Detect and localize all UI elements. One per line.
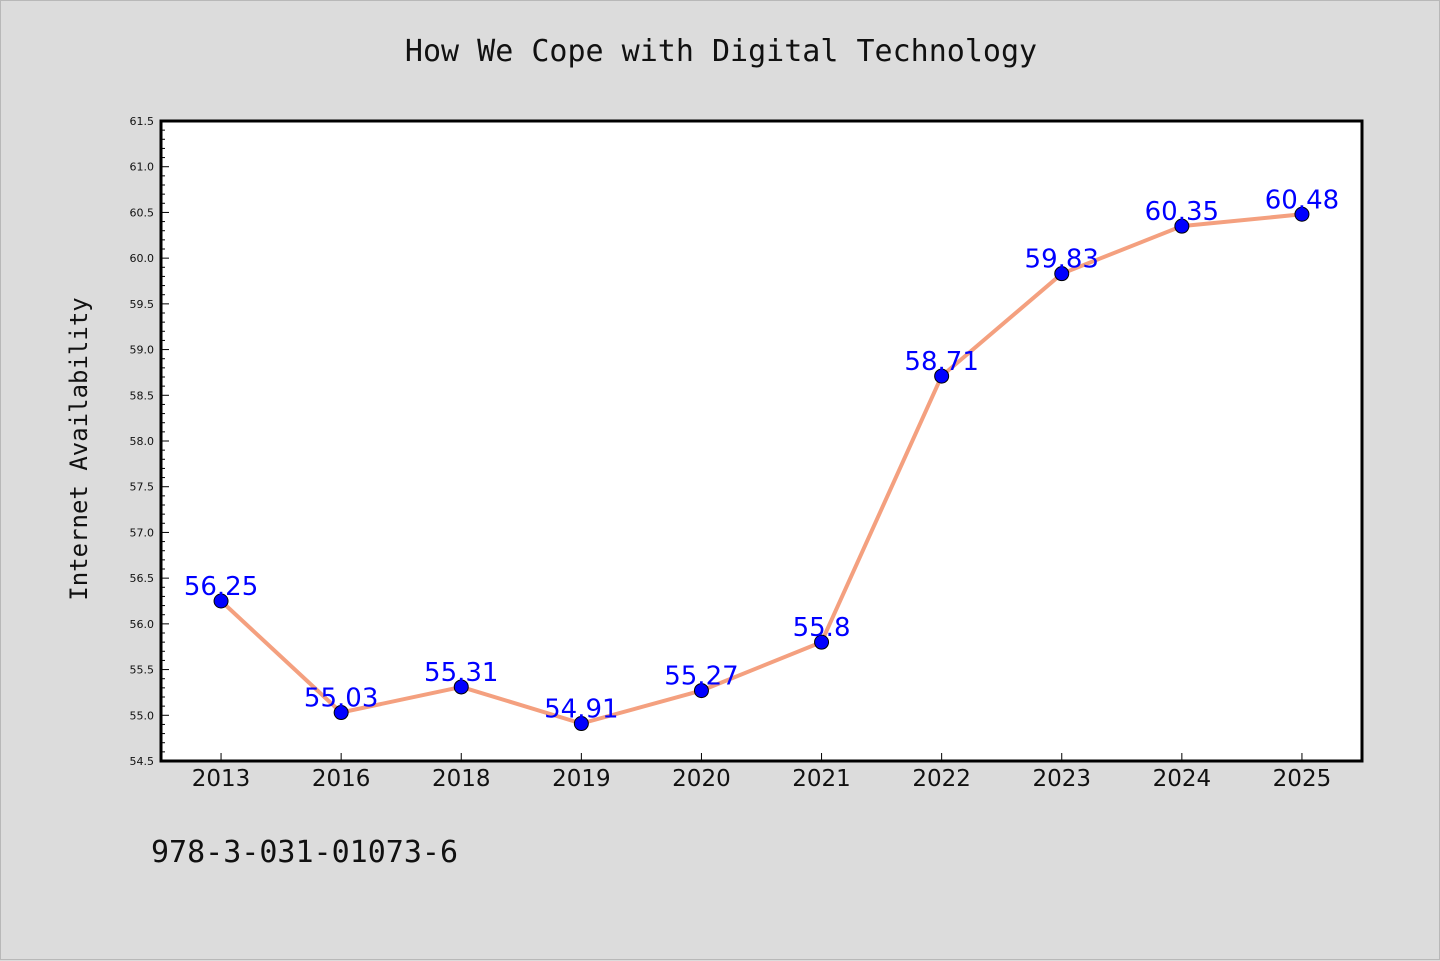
x-tick-label: 2025	[1273, 766, 1332, 792]
y-tick-label: 59.5	[130, 298, 155, 311]
y-tick-label: 57.5	[130, 481, 155, 494]
data-label: 54.91	[544, 695, 618, 725]
y-tick-label: 58.5	[130, 389, 155, 402]
y-tick-label: 56.5	[130, 572, 155, 585]
y-tick-label: 59.0	[130, 344, 155, 357]
plot-border	[159, 119, 1364, 763]
data-point	[934, 368, 950, 384]
y-tick-label: 55.5	[130, 664, 155, 677]
x-tick-label: 2024	[1153, 766, 1212, 792]
x-tick-label: 2019	[552, 766, 611, 792]
x-tick-label: 2020	[672, 766, 731, 792]
data-label: 58.71	[904, 347, 978, 377]
x-tick-label: 2018	[432, 766, 491, 792]
data-point	[453, 679, 469, 695]
data-label: 55.27	[664, 662, 738, 692]
data-point	[1294, 206, 1310, 222]
data-label: 55.31	[424, 658, 498, 688]
data-point	[333, 705, 349, 721]
data-point	[1054, 266, 1070, 282]
x-tick-label: 2022	[912, 766, 971, 792]
data-label: 60.48	[1265, 185, 1339, 215]
data-point	[814, 634, 830, 650]
data-point	[573, 716, 589, 732]
data-point	[213, 593, 229, 609]
data-point	[1174, 218, 1190, 234]
y-tick-label: 56.0	[130, 618, 155, 631]
y-tick-label: 55.0	[130, 709, 155, 722]
y-tick-label: 54.5	[130, 755, 155, 768]
series-line	[219, 212, 1304, 726]
data-label: 56.25	[184, 572, 258, 602]
x-tick-label: 2013	[192, 766, 251, 792]
isbn-code: 978-3-031-01073-6	[151, 835, 459, 870]
data-label: 55.03	[304, 684, 378, 714]
data-point	[693, 683, 709, 699]
y-tick-label: 61.0	[130, 161, 155, 174]
x-tick-label: 2016	[312, 766, 371, 792]
data-label: 55.8	[793, 613, 851, 643]
y-tick-label: 58.0	[130, 435, 155, 448]
y-tick-label: 61.5	[130, 115, 155, 128]
y-tick-label: 60.5	[130, 206, 155, 219]
plot-area	[161, 121, 1362, 761]
y-tick-label: 57.0	[130, 526, 155, 539]
data-label: 59.83	[1025, 245, 1099, 275]
x-tick-label: 2021	[792, 766, 851, 792]
y-tick-label: 60.0	[130, 252, 155, 265]
chart-title: How We Cope with Digital Technology	[404, 34, 1038, 69]
x-tick-label: 2023	[1032, 766, 1091, 792]
data-label: 60.35	[1145, 197, 1219, 227]
